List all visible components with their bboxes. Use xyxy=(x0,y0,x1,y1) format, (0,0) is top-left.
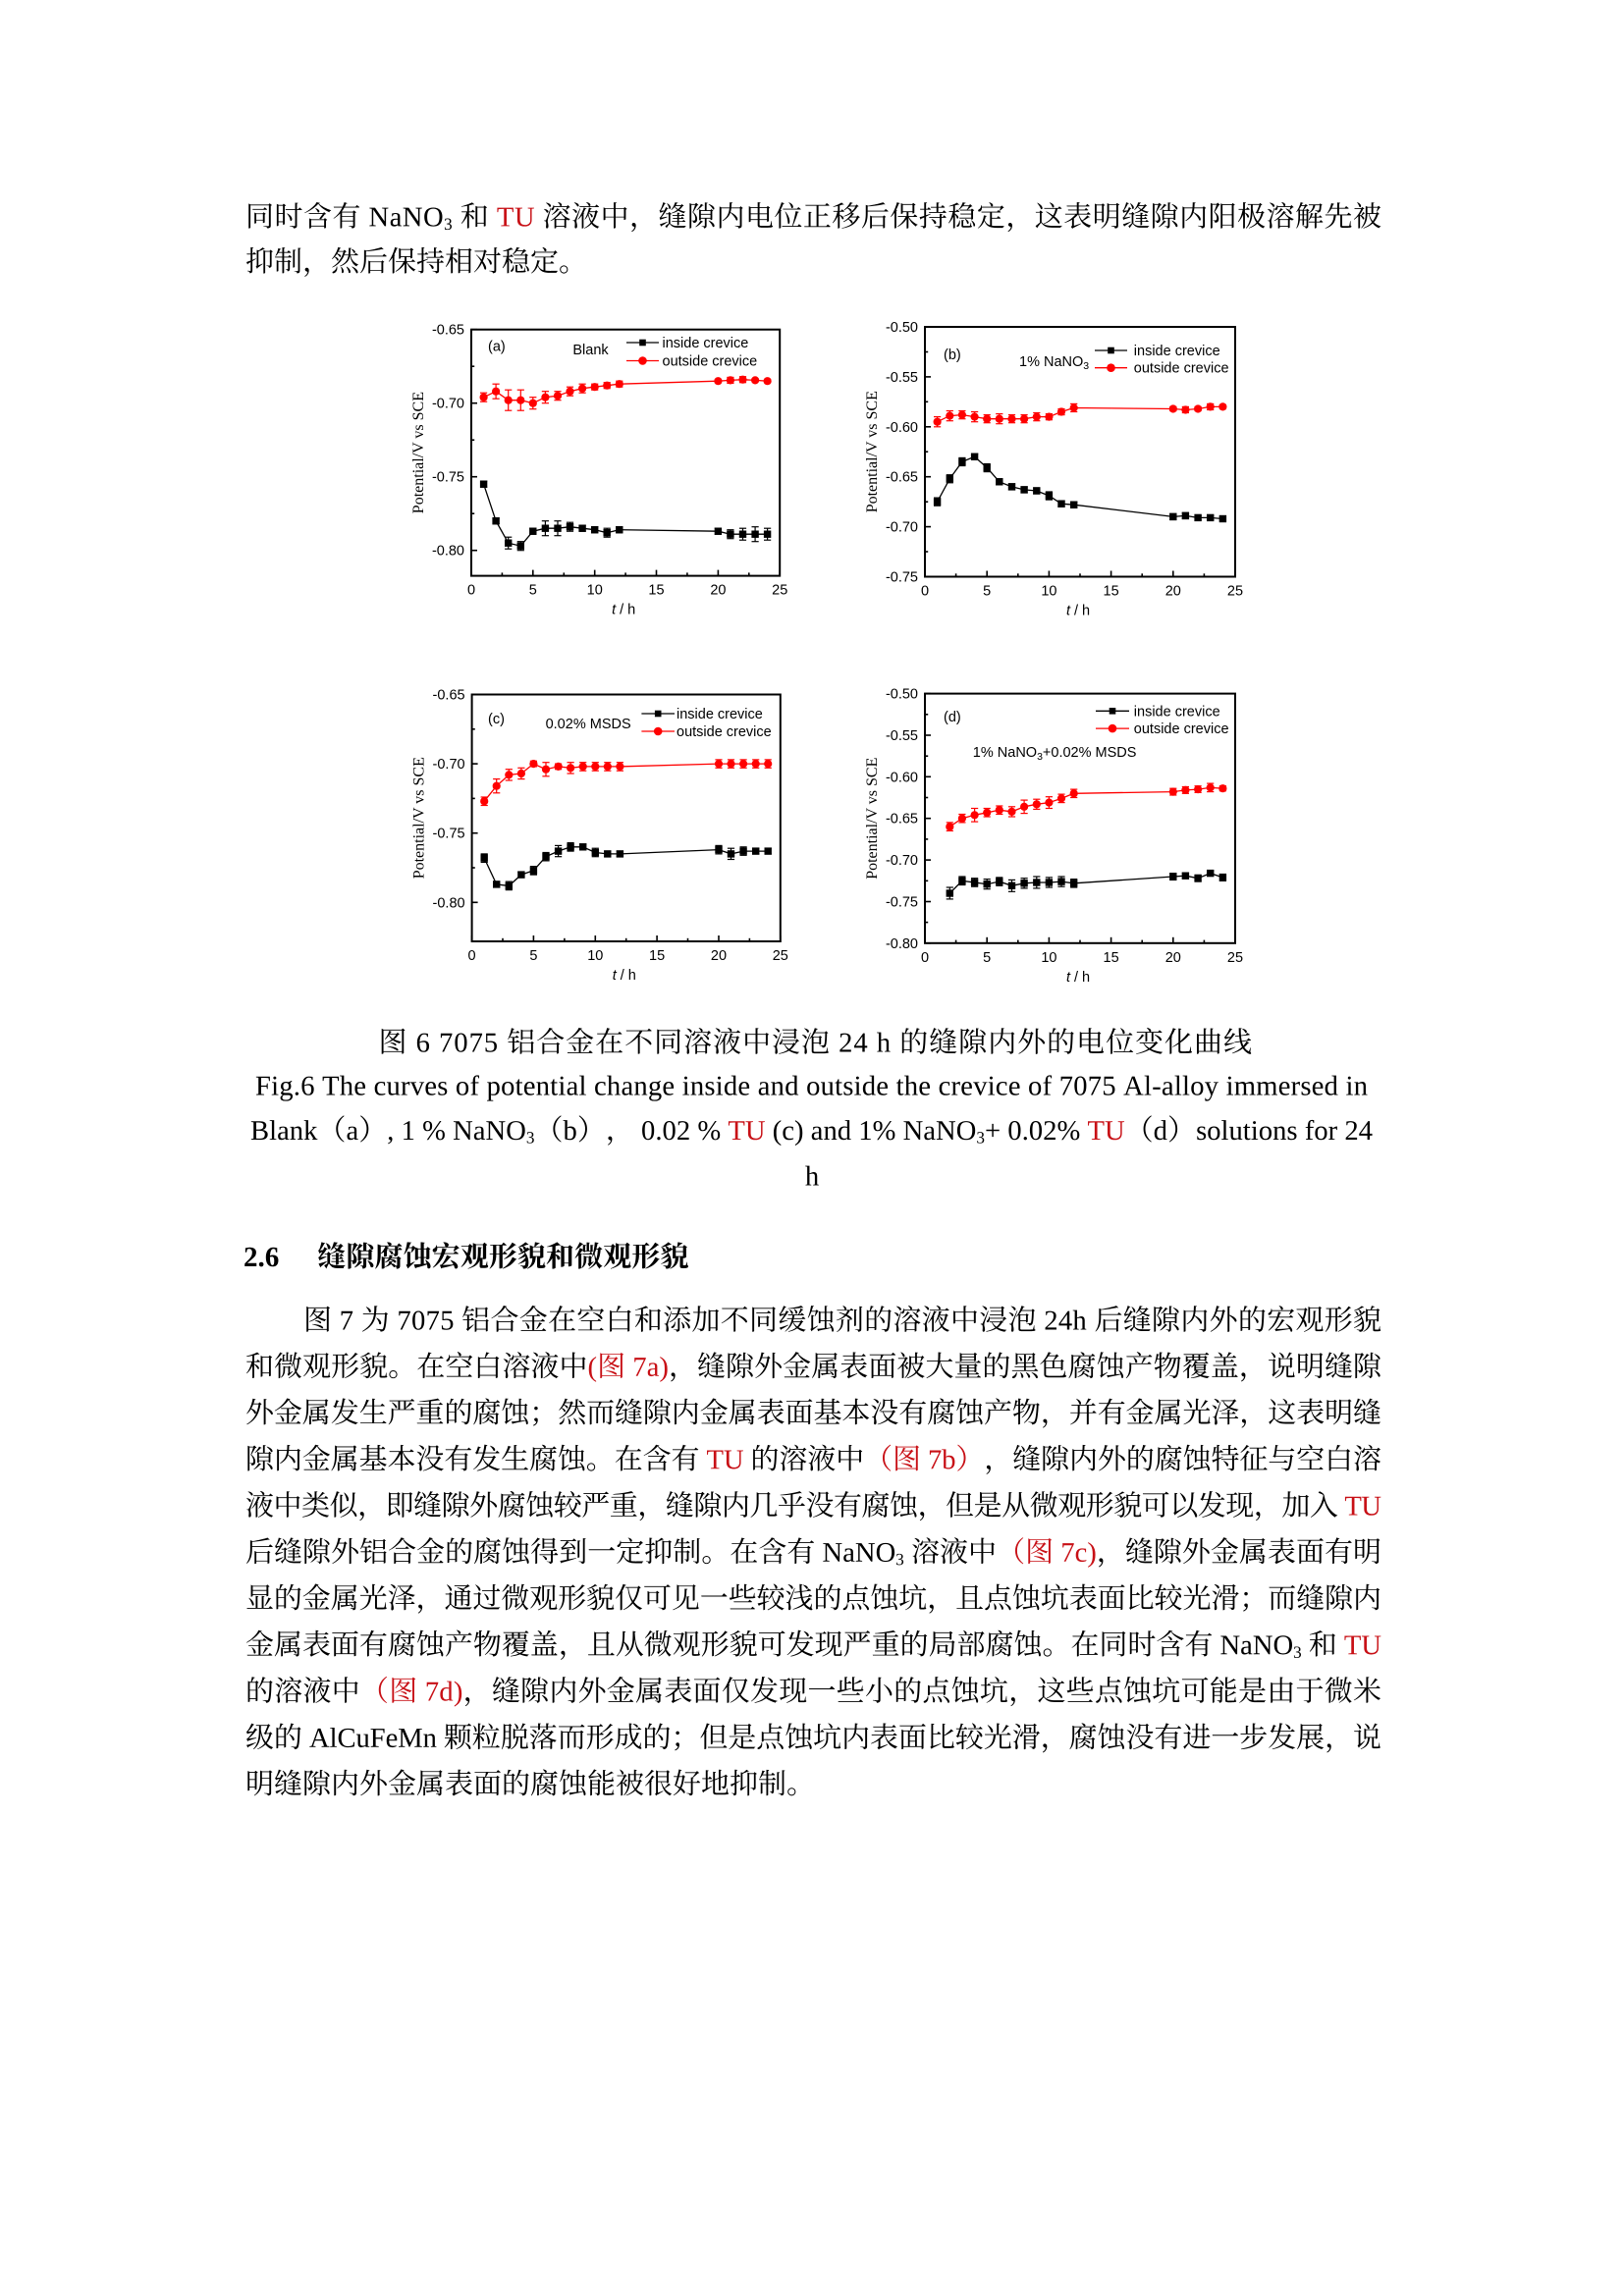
svg-text:outside crevice: outside crevice xyxy=(677,724,772,740)
svg-text:outside crevice: outside crevice xyxy=(663,354,758,370)
svg-text:inside crevice: inside crevice xyxy=(1134,704,1220,720)
svg-text:-0.70: -0.70 xyxy=(886,520,918,536)
svg-text:0.02% MSDS: 0.02% MSDS xyxy=(546,717,631,732)
svg-text:-0.80: -0.80 xyxy=(433,895,465,911)
svg-text:25: 25 xyxy=(1227,950,1243,966)
svg-text:inside crevice: inside crevice xyxy=(1134,344,1220,359)
svg-text:-0.60: -0.60 xyxy=(886,420,918,436)
svg-text:15: 15 xyxy=(648,583,664,599)
svg-text:-0.65: -0.65 xyxy=(886,812,918,828)
svg-text:-0.50: -0.50 xyxy=(886,320,918,336)
svg-text:t: t xyxy=(613,968,618,984)
svg-text:t: t xyxy=(612,603,617,618)
svg-text:15: 15 xyxy=(649,948,665,964)
svg-text:Potential/V vs SCE: Potential/V vs SCE xyxy=(410,392,427,513)
svg-text:outside crevice: outside crevice xyxy=(1134,361,1229,377)
svg-text:25: 25 xyxy=(1227,584,1243,600)
svg-text:20: 20 xyxy=(1165,950,1181,966)
svg-text:-0.65: -0.65 xyxy=(432,323,464,339)
svg-text:0: 0 xyxy=(921,584,929,600)
svg-text:5: 5 xyxy=(983,584,991,600)
svg-text:-0.70: -0.70 xyxy=(886,853,918,869)
svg-text:10: 10 xyxy=(587,583,603,599)
svg-text:(b): (b) xyxy=(944,347,961,363)
svg-text:/ h: / h xyxy=(621,968,636,984)
svg-text:-0.75: -0.75 xyxy=(886,895,918,911)
svg-text:t: t xyxy=(1066,604,1071,619)
svg-text:Potential/V vs SCE: Potential/V vs SCE xyxy=(411,757,428,879)
svg-text:/ h: / h xyxy=(620,603,635,618)
svg-text:0: 0 xyxy=(467,583,475,599)
svg-text:10: 10 xyxy=(1041,584,1056,600)
svg-text:0: 0 xyxy=(921,950,929,966)
svg-text:25: 25 xyxy=(773,948,788,964)
svg-text:-0.75: -0.75 xyxy=(886,570,918,586)
svg-text:outside crevice: outside crevice xyxy=(1134,721,1229,737)
svg-text:-0.75: -0.75 xyxy=(433,827,465,842)
svg-text:-0.70: -0.70 xyxy=(433,757,465,773)
svg-text:15: 15 xyxy=(1104,950,1119,966)
svg-text:5: 5 xyxy=(529,948,537,964)
svg-text:/ h: / h xyxy=(1074,970,1090,986)
svg-text:-0.65: -0.65 xyxy=(433,688,465,704)
svg-text:inside crevice: inside crevice xyxy=(677,707,763,722)
svg-text:Blank: Blank xyxy=(572,343,609,358)
svg-text:Potential/V vs SCE: Potential/V vs SCE xyxy=(864,758,881,880)
svg-text:-0.65: -0.65 xyxy=(886,470,918,486)
svg-text:(c): (c) xyxy=(488,712,505,727)
svg-text:1% NaNO3+0.02% MSDS: 1% NaNO3+0.02% MSDS xyxy=(973,745,1137,763)
svg-text:t: t xyxy=(1066,970,1071,986)
svg-text:10: 10 xyxy=(587,948,603,964)
svg-text:1% NaNO3: 1% NaNO3 xyxy=(1019,354,1089,372)
svg-text:-0.80: -0.80 xyxy=(886,936,918,952)
svg-text:5: 5 xyxy=(983,950,991,966)
svg-text:(d): (d) xyxy=(944,710,961,725)
svg-text:-0.55: -0.55 xyxy=(886,728,918,744)
svg-text:5: 5 xyxy=(529,583,537,599)
svg-text:(a): (a) xyxy=(488,340,506,355)
svg-text:0: 0 xyxy=(468,948,476,964)
svg-text:-0.60: -0.60 xyxy=(886,770,918,785)
svg-text:25: 25 xyxy=(772,583,787,599)
svg-text:15: 15 xyxy=(1104,584,1119,600)
svg-text:Potential/V vs SCE: Potential/V vs SCE xyxy=(864,391,881,512)
svg-text:-0.80: -0.80 xyxy=(432,544,464,560)
svg-text:20: 20 xyxy=(711,948,727,964)
svg-text:-0.75: -0.75 xyxy=(432,470,464,486)
svg-text:-0.55: -0.55 xyxy=(886,370,918,386)
svg-text:/ h: / h xyxy=(1074,604,1090,619)
svg-text:20: 20 xyxy=(1165,584,1181,600)
svg-text:20: 20 xyxy=(710,583,726,599)
svg-text:10: 10 xyxy=(1041,950,1056,966)
svg-text:-0.70: -0.70 xyxy=(432,397,464,412)
svg-text:-0.50: -0.50 xyxy=(886,687,918,703)
svg-text:inside crevice: inside crevice xyxy=(663,336,749,351)
